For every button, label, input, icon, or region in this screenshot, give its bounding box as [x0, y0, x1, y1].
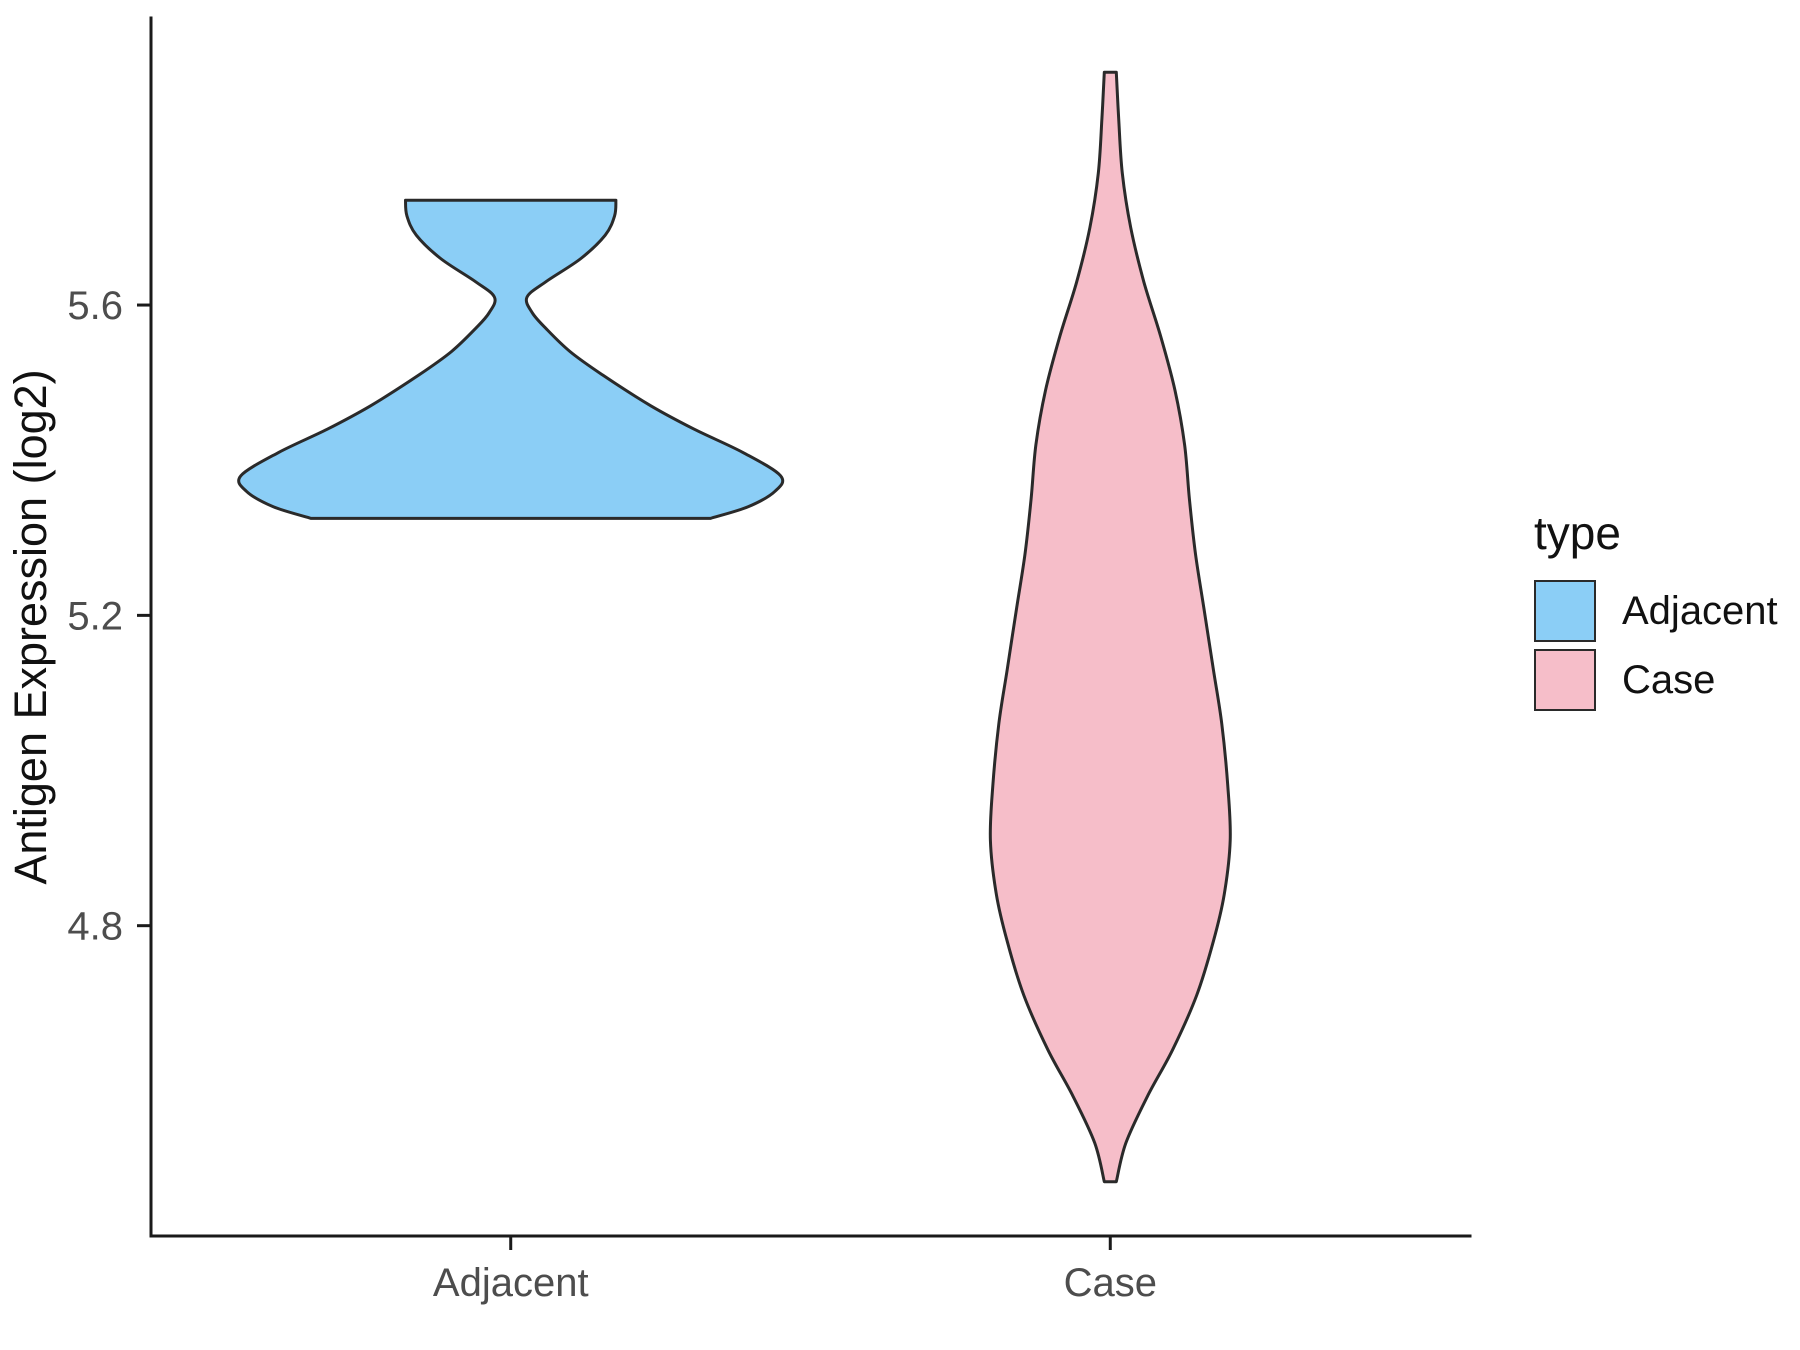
y-tick-label: 5.2: [67, 594, 123, 638]
legend-title: type: [1534, 507, 1621, 559]
legend-swatch-adjacent: [1534, 580, 1596, 642]
violin-case: [988, 70, 1232, 1184]
violin-adjacent: [237, 198, 785, 520]
legend-item-case: Case: [1534, 649, 1778, 711]
legend: type Adjacent Case: [1534, 506, 1778, 718]
legend-swatch-case: [1534, 649, 1596, 711]
y-axis-title: Antigen Expression (log2): [5, 369, 56, 884]
legend-label-adjacent: Adjacent: [1622, 588, 1778, 633]
legend-items: Adjacent Case: [1534, 580, 1778, 711]
y-tick-label: 4.8: [67, 905, 123, 949]
x-tick-label: Adjacent: [433, 1261, 589, 1305]
x-tick-label: Case: [1064, 1261, 1157, 1305]
y-tick-label: 5.6: [67, 284, 123, 328]
legend-label-case: Case: [1622, 657, 1716, 702]
legend-item-adjacent: Adjacent: [1534, 580, 1778, 642]
